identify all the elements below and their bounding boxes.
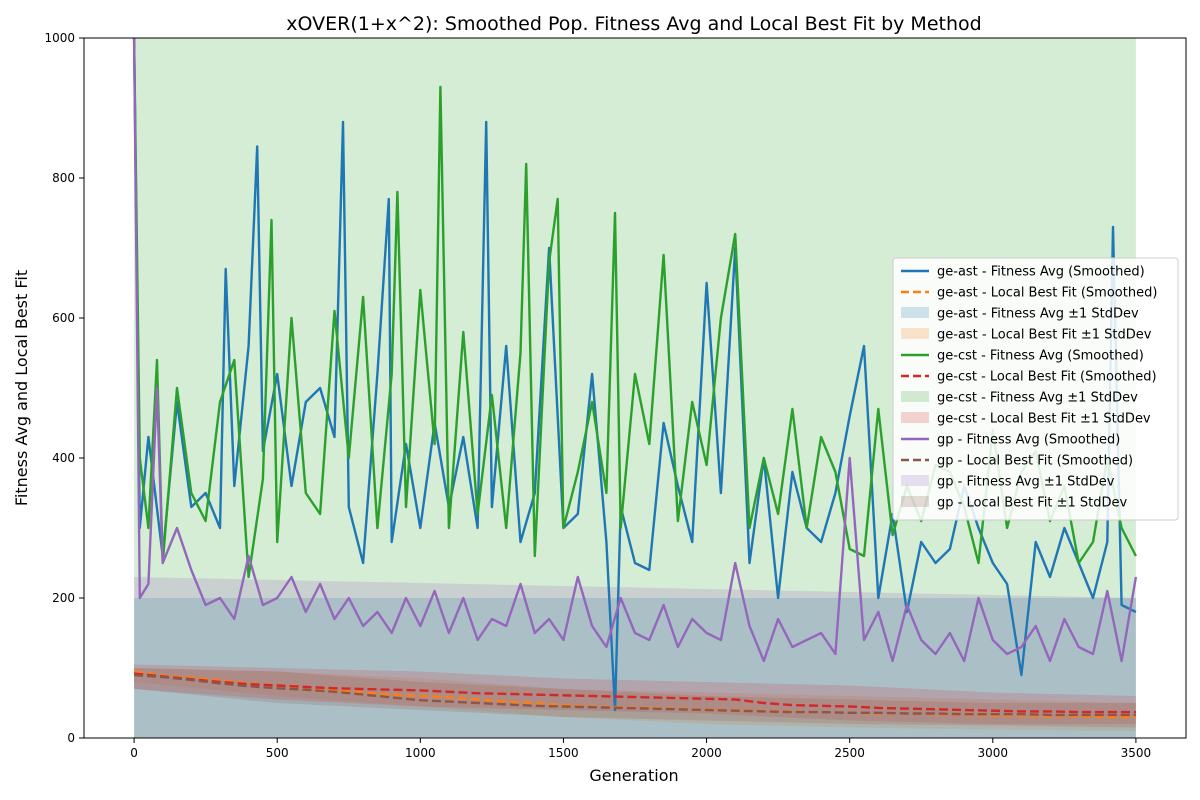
legend-label: ge-ast - Local Best Fit ±1 StdDev bbox=[937, 328, 1152, 343]
plot-frame bbox=[83, 37, 1187, 739]
y-axis-label: Fitness Avg and Local Best Fit bbox=[12, 270, 31, 506]
legend-item-gp-fitness-avg-smoothed: gp - Fitness Avg (Smoothed) bbox=[901, 433, 1120, 448]
legend-swatch bbox=[901, 328, 929, 339]
legend-swatch bbox=[901, 307, 929, 318]
legend-swatch bbox=[901, 391, 929, 402]
legend-item-gp-local-best-fit-pm1-stddev: gp - Local Best Fit ±1 StdDev bbox=[901, 496, 1127, 511]
x-tick-label: 2500 bbox=[834, 746, 865, 760]
legend-item-gp-fitness-avg-pm1-stddev: gp - Fitness Avg ±1 StdDev bbox=[901, 475, 1115, 490]
legend-label: ge-cst - Fitness Avg (Smoothed) bbox=[937, 349, 1144, 364]
y-tick-label: 1000 bbox=[44, 31, 75, 45]
band-ge-cst-local-best-fit-pm1-stddev bbox=[134, 664, 1136, 724]
legend-item-ge-cst-local-best-fit-smoothed: ge-cst - Local Best Fit (Smoothed) bbox=[901, 370, 1157, 385]
legend-swatch bbox=[901, 412, 929, 423]
legend-label: ge-cst - Local Best Fit ±1 StdDev bbox=[937, 412, 1151, 427]
y-tick-label: 600 bbox=[52, 311, 75, 325]
legend-item-ge-cst-fitness-avg-pm1-stddev: ge-cst - Fitness Avg ±1 StdDev bbox=[901, 391, 1138, 406]
legend-item-ge-ast-fitness-avg-smoothed: ge-ast - Fitness Avg (Smoothed) bbox=[901, 265, 1145, 280]
legend-label: gp - Local Best Fit (Smoothed) bbox=[937, 454, 1133, 469]
band-ge-ast-local-best-fit-pm1-stddev bbox=[134, 668, 1136, 731]
y-tick-label: 200 bbox=[52, 591, 75, 605]
x-tick-label: 500 bbox=[266, 746, 289, 760]
chart-title: xOVER(1+x^2): Smoothed Pop. Fitness Avg … bbox=[286, 13, 981, 35]
legend-item-ge-ast-local-best-fit-pm1-stddev: ge-ast - Local Best Fit ±1 StdDev bbox=[901, 328, 1152, 343]
legend-item-ge-cst-local-best-fit-pm1-stddev: ge-cst - Local Best Fit ±1 StdDev bbox=[901, 412, 1151, 427]
y-tick-label: 800 bbox=[52, 171, 75, 185]
y-tick-label: 0 bbox=[67, 731, 75, 745]
x-tick-label: 0 bbox=[130, 746, 138, 760]
legend: ge-ast - Fitness Avg (Smoothed) ge-ast - … bbox=[892, 257, 1179, 521]
x-tick-label: 1000 bbox=[405, 746, 436, 760]
y-tick-label: 400 bbox=[52, 451, 75, 465]
x-tick-label: 3000 bbox=[978, 746, 1009, 760]
legend-label: ge-ast - Fitness Avg ±1 StdDev bbox=[937, 307, 1139, 322]
series-ge-cst-local-best-fit-smoothed bbox=[133, 672, 1136, 714]
legend-item-ge-ast-fitness-avg-pm1-stddev: ge-ast - Fitness Avg ±1 StdDev bbox=[901, 307, 1139, 322]
legend-label: ge-cst - Fitness Avg ±1 StdDev bbox=[937, 391, 1138, 406]
x-tick-label: 1500 bbox=[548, 746, 579, 760]
x-tick-label: 3500 bbox=[1121, 746, 1152, 760]
legend-swatch bbox=[901, 496, 929, 507]
x-tick-label: 2000 bbox=[691, 746, 722, 760]
legend-label: ge-ast - Fitness Avg (Smoothed) bbox=[937, 265, 1145, 280]
x-axis-ticks: 0 500 1000 1500 2000 2500 3000 3500 bbox=[130, 738, 1151, 760]
legend-item-ge-ast-local-best-fit-smoothed: ge-ast - Local Best Fit (Smoothed) bbox=[901, 286, 1157, 301]
legend-box bbox=[892, 257, 1179, 521]
legend-item-ge-cst-fitness-avg-smoothed: ge-cst - Fitness Avg (Smoothed) bbox=[901, 349, 1144, 364]
series-gp-fitness-avg-smoothed bbox=[132, 38, 1138, 663]
legend-label: gp - Fitness Avg ±1 StdDev bbox=[937, 475, 1115, 490]
legend-label: ge-ast - Local Best Fit (Smoothed) bbox=[937, 286, 1157, 301]
legend-label: gp - Local Best Fit ±1 StdDev bbox=[937, 496, 1127, 511]
legend-item-gp-local-best-fit-smoothed: gp - Local Best Fit (Smoothed) bbox=[901, 454, 1133, 469]
legend-label: ge-cst - Local Best Fit (Smoothed) bbox=[937, 370, 1157, 385]
series-gp-local-best-fit-smoothed bbox=[134, 673, 1136, 717]
x-axis-label: Generation bbox=[589, 766, 678, 785]
y-axis-ticks: 0 200 400 600 800 1000 bbox=[44, 31, 84, 745]
legend-swatch bbox=[901, 475, 929, 486]
legend-label: gp - Fitness Avg (Smoothed) bbox=[937, 433, 1120, 448]
